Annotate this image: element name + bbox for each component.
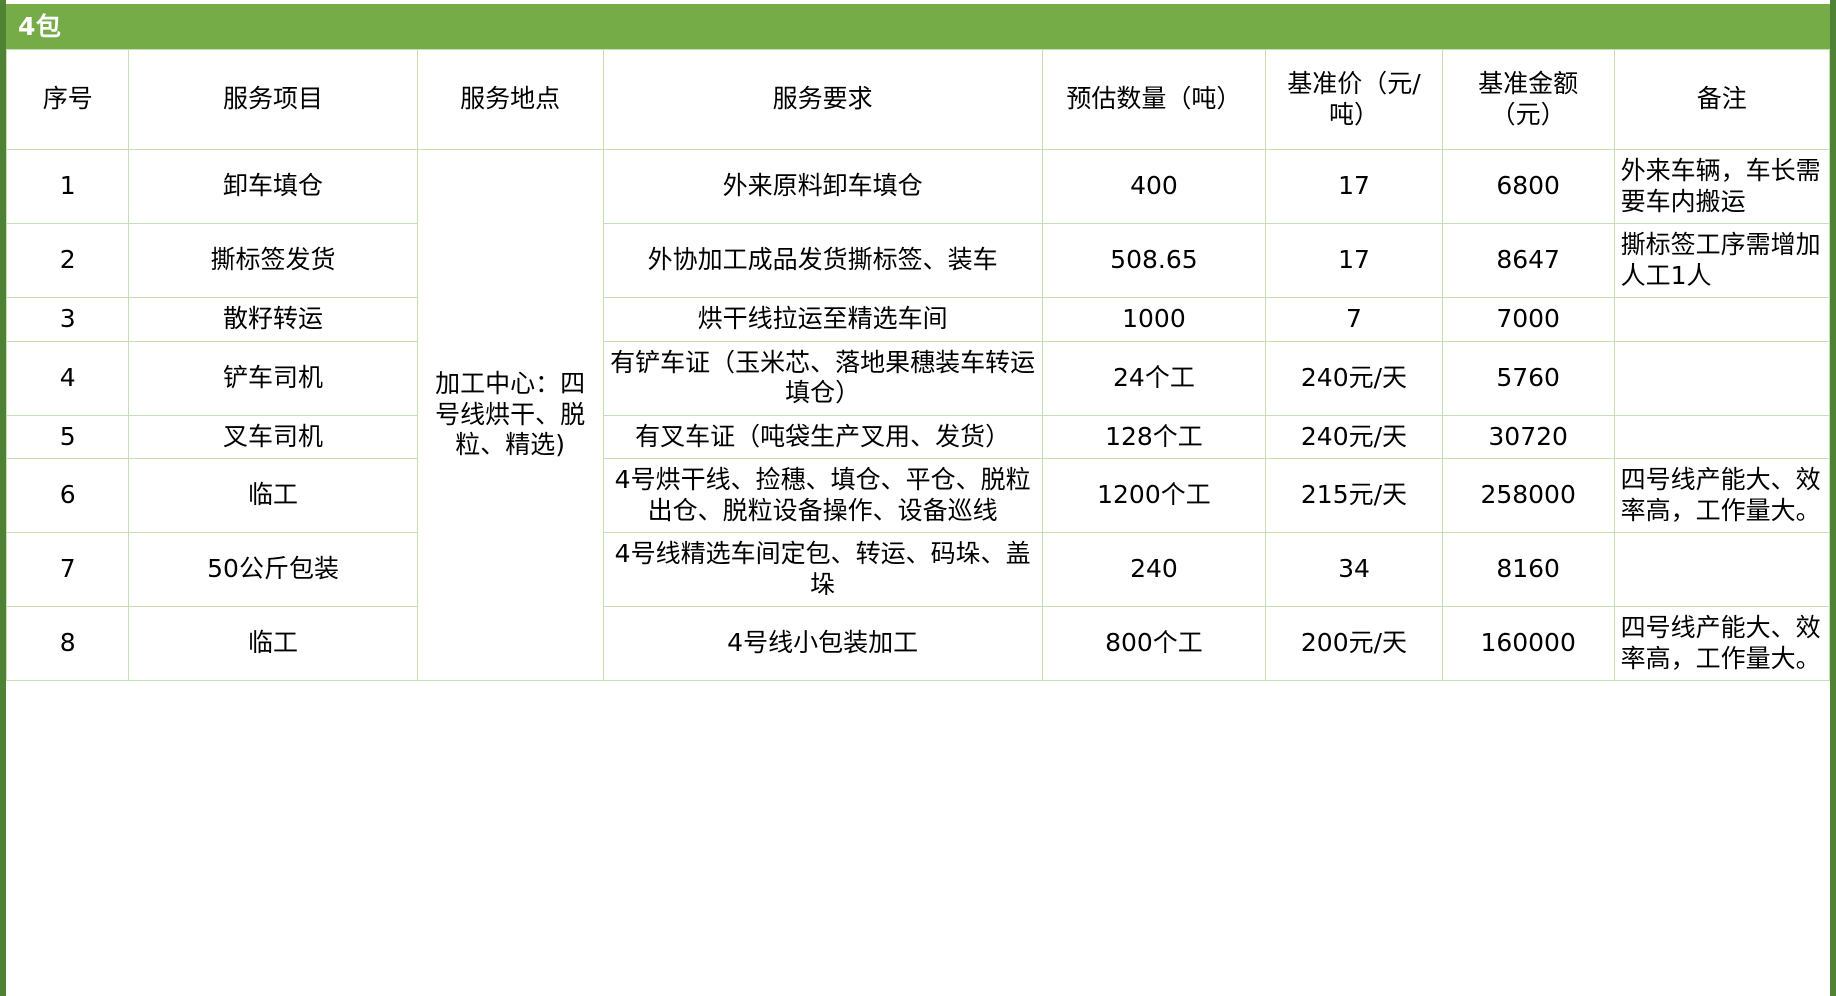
table-row: 3 散籽转运 烘干线拉运至精选车间 1000 7 7000	[5, 297, 1831, 342]
cell-serial: 3	[5, 297, 130, 342]
cell-base-price: 215元/天	[1265, 458, 1443, 533]
service-table-container: 序号 服务项目 服务地点 服务要求 预估数量（吨） 基准价（元/吨） 基准金额（…	[5, 49, 1831, 681]
package-banner-title: 4包	[6, 4, 1830, 49]
cell-base-amount: 6800	[1441, 149, 1615, 224]
column-header-service-requirement: 服务要求	[602, 49, 1043, 150]
cell-remark: 撕标签工序需增加人工1人	[1613, 223, 1831, 298]
cell-serial: 2	[5, 223, 130, 298]
cell-service-item: 临工	[128, 606, 418, 681]
table-row: 4 铲车司机 有铲车证（玉米芯、落地果穗装车转运填仓） 24个工 240元/天 …	[5, 340, 1831, 416]
cell-requirement: 有铲车证（玉米芯、落地果穗装车转运填仓）	[602, 340, 1043, 416]
column-header-service-item: 服务项目	[128, 49, 418, 150]
cell-quantity: 24个工	[1041, 340, 1267, 416]
cell-service-item: 铲车司机	[128, 340, 418, 416]
cell-remark: 外来车辆，车长需要车内搬运	[1613, 149, 1831, 224]
cell-requirement: 4号烘干线、捡穗、填仓、平仓、脱粒出仓、脱粒设备操作、设备巡线	[602, 458, 1043, 533]
cell-base-price: 240元/天	[1265, 340, 1443, 416]
left-edge-rail	[0, 0, 6, 996]
service-items-table: 序号 服务项目 服务地点 服务要求 预估数量（吨） 基准价（元/吨） 基准金额（…	[5, 49, 1831, 681]
cell-quantity: 128个工	[1041, 414, 1267, 459]
cell-remark	[1613, 414, 1831, 459]
cell-base-price: 17	[1265, 223, 1443, 298]
table-row: 2 撕标签发货 外协加工成品发货撕标签、装车 508.65 17 8647 撕标…	[5, 223, 1831, 298]
table-row: 7 50公斤包装 4号线精选车间定包、转运、码垛、盖垛 240 34 8160	[5, 532, 1831, 607]
cell-service-item: 叉车司机	[128, 414, 418, 459]
cell-serial: 4	[5, 340, 130, 416]
cell-base-amount: 160000	[1441, 606, 1615, 681]
cell-service-item: 50公斤包装	[128, 532, 418, 607]
cell-base-amount: 8647	[1441, 223, 1615, 298]
cell-requirement: 4号线小包装加工	[602, 606, 1043, 681]
cell-serial: 7	[5, 532, 130, 607]
cell-service-item: 撕标签发货	[128, 223, 418, 298]
table-row: 1 卸车填仓 加工中心：四号线烘干、脱粒、精选) 外来原料卸车填仓 400 17…	[5, 149, 1831, 681]
cell-serial: 6	[5, 458, 130, 533]
cell-base-price: 17	[1265, 149, 1443, 224]
cell-remark: 四号线产能大、效率高，工作量大。	[1613, 458, 1831, 533]
cell-base-price: 7	[1265, 297, 1443, 342]
cell-base-amount: 30720	[1441, 414, 1615, 459]
column-header-base-price: 基准价（元/吨）	[1265, 49, 1443, 150]
cell-quantity: 240	[1041, 532, 1267, 607]
table-header-row: 序号 服务项目 服务地点 服务要求 预估数量（吨） 基准价（元/吨） 基准金额（…	[5, 49, 1831, 150]
column-header-serial: 序号	[5, 49, 130, 150]
cell-base-amount: 7000	[1441, 297, 1615, 342]
column-header-estimated-quantity: 预估数量（吨）	[1041, 49, 1267, 150]
right-edge-rail	[1830, 0, 1836, 996]
cell-base-amount: 5760	[1441, 340, 1615, 416]
cell-quantity: 400	[1041, 149, 1267, 224]
cell-serial: 5	[5, 414, 130, 459]
cell-service-location: 加工中心：四号线烘干、脱粒、精选)	[416, 149, 604, 681]
cell-base-price: 200元/天	[1265, 606, 1443, 681]
column-header-remark: 备注	[1613, 49, 1831, 150]
cell-base-amount: 258000	[1441, 458, 1615, 533]
cell-quantity: 508.65	[1041, 223, 1267, 298]
cell-base-amount: 8160	[1441, 532, 1615, 607]
cell-requirement: 外来原料卸车填仓	[602, 149, 1043, 224]
column-header-service-location: 服务地点	[416, 49, 604, 150]
cell-remark	[1613, 532, 1831, 607]
cell-requirement: 烘干线拉运至精选车间	[602, 297, 1043, 342]
cell-remark: 四号线产能大、效率高，工作量大。	[1613, 606, 1831, 681]
cell-quantity: 800个工	[1041, 606, 1267, 681]
table-row: 8 临工 4号线小包装加工 800个工 200元/天 160000 四号线产能大…	[5, 606, 1831, 681]
cell-service-item: 散籽转运	[128, 297, 418, 342]
cell-base-price: 240元/天	[1265, 414, 1443, 459]
cell-service-item: 临工	[128, 458, 418, 533]
cell-service-item: 卸车填仓	[128, 149, 418, 224]
cell-quantity: 1000	[1041, 297, 1267, 342]
table-row: 5 叉车司机 有叉车证（吨袋生产叉用、发货） 128个工 240元/天 3072…	[5, 414, 1831, 459]
cell-remark	[1613, 340, 1831, 416]
cell-requirement: 外协加工成品发货撕标签、装车	[602, 223, 1043, 298]
cell-serial: 1	[5, 149, 130, 224]
cell-requirement: 有叉车证（吨袋生产叉用、发货）	[602, 414, 1043, 459]
cell-serial: 8	[5, 606, 130, 681]
cell-requirement: 4号线精选车间定包、转运、码垛、盖垛	[602, 532, 1043, 607]
column-header-base-amount: 基准金额（元）	[1441, 49, 1615, 150]
table-row: 6 临工 4号烘干线、捡穗、填仓、平仓、脱粒出仓、脱粒设备操作、设备巡线 120…	[5, 458, 1831, 533]
cell-quantity: 1200个工	[1041, 458, 1267, 533]
table-body: 1 卸车填仓 加工中心：四号线烘干、脱粒、精选) 外来原料卸车填仓 400 17…	[5, 149, 1831, 681]
cell-base-price: 34	[1265, 532, 1443, 607]
cell-remark	[1613, 297, 1831, 342]
